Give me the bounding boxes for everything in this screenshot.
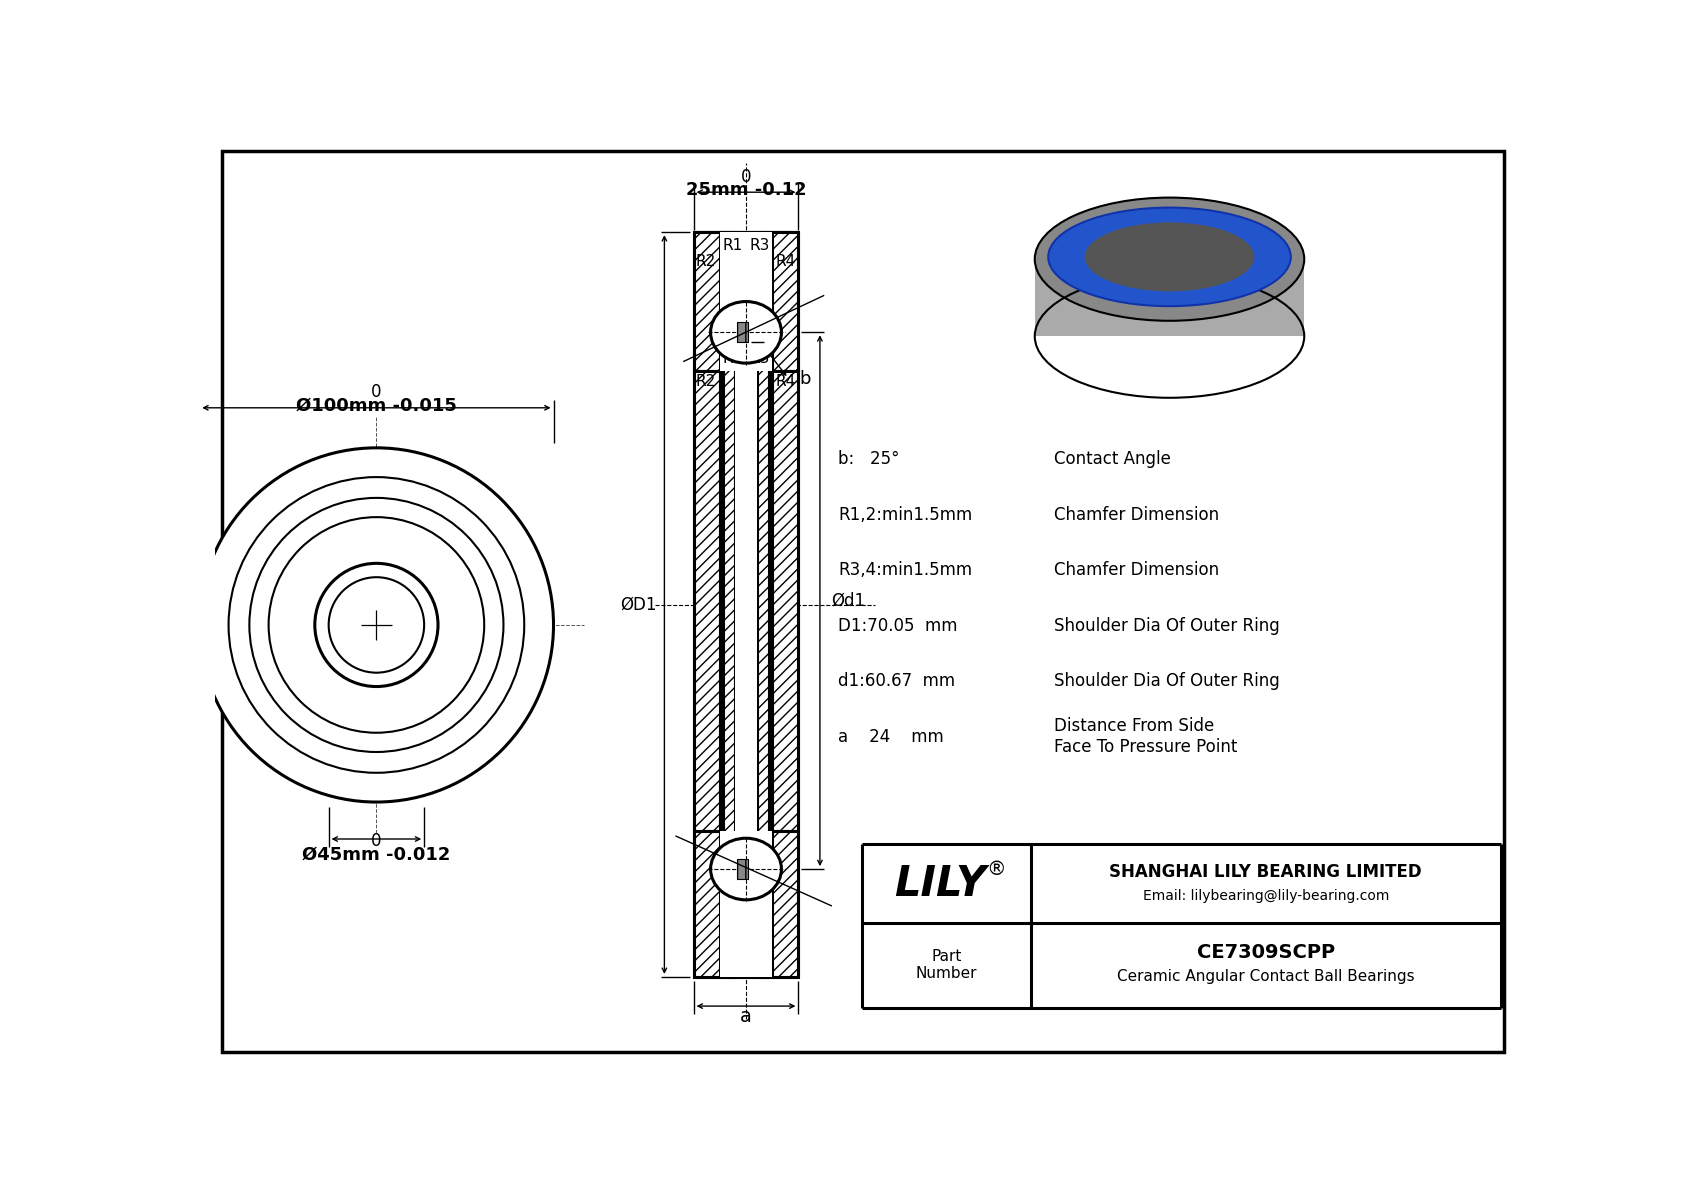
Bar	[738, 323, 748, 342]
Text: R3,4:min1.5mm: R3,4:min1.5mm	[839, 561, 973, 579]
Bar	[738, 859, 748, 879]
Text: b: b	[800, 369, 810, 387]
Ellipse shape	[1034, 198, 1305, 320]
Text: Ød1: Ød1	[832, 592, 866, 610]
Bar	[773, 830, 798, 977]
Text: Chamfer Dimension: Chamfer Dimension	[1054, 506, 1219, 524]
Circle shape	[315, 563, 438, 686]
Text: R3: R3	[749, 238, 770, 254]
Text: a: a	[739, 1008, 753, 1027]
Bar	[719, 830, 773, 977]
Circle shape	[269, 517, 485, 732]
Text: CE7309SCPP: CE7309SCPP	[1197, 943, 1335, 962]
Text: 25mm -0.12: 25mm -0.12	[685, 181, 807, 199]
Text: R2: R2	[695, 254, 716, 269]
Text: 0: 0	[741, 168, 751, 186]
Text: R1,2:min1.5mm: R1,2:min1.5mm	[839, 506, 973, 524]
Circle shape	[328, 578, 424, 673]
Text: a    24    mm: a 24 mm	[839, 728, 945, 746]
Circle shape	[199, 448, 554, 802]
Text: 0: 0	[370, 384, 382, 401]
Text: d1:60.67  mm: d1:60.67 mm	[839, 672, 955, 690]
Circle shape	[229, 478, 524, 773]
Bar	[773, 232, 798, 370]
Bar	[694, 370, 719, 830]
Text: R4: R4	[776, 374, 797, 389]
Ellipse shape	[1047, 207, 1290, 306]
Text: Ceramic Angular Contact Ball Bearings: Ceramic Angular Contact Ball Bearings	[1116, 968, 1415, 984]
Text: Contact Angle: Contact Angle	[1054, 450, 1170, 468]
Text: R4: R4	[776, 254, 797, 269]
Circle shape	[249, 498, 504, 752]
Bar	[756, 232, 770, 977]
Text: Ø45mm -0.012: Ø45mm -0.012	[301, 846, 451, 863]
Text: D1:70.05  mm: D1:70.05 mm	[839, 617, 958, 635]
Text: b:   25°: b: 25°	[839, 450, 899, 468]
Text: SHANGHAI LILY BEARING LIMITED: SHANGHAI LILY BEARING LIMITED	[1110, 863, 1421, 881]
Text: Shoulder Dia Of Outer Ring: Shoulder Dia Of Outer Ring	[1054, 672, 1280, 690]
Text: Distance From Side
Face To Pressure Point: Distance From Side Face To Pressure Poin…	[1054, 717, 1238, 756]
Text: R1: R1	[722, 238, 743, 254]
Ellipse shape	[1084, 223, 1255, 292]
Bar	[694, 830, 719, 977]
Text: Part
Number: Part Number	[916, 949, 977, 981]
Bar	[694, 232, 719, 370]
Text: R2: R2	[695, 374, 716, 389]
Text: ®: ®	[987, 860, 1005, 879]
Text: Shoulder Dia Of Outer Ring: Shoulder Dia Of Outer Ring	[1054, 617, 1280, 635]
Ellipse shape	[711, 838, 781, 900]
Bar	[773, 370, 798, 830]
Ellipse shape	[1088, 223, 1250, 297]
Text: ØD1: ØD1	[620, 596, 657, 613]
Bar	[736, 232, 756, 977]
Ellipse shape	[711, 301, 781, 363]
Bar	[1034, 260, 1305, 336]
Text: Email: lilybearing@lily-bearing.com: Email: lilybearing@lily-bearing.com	[1142, 888, 1389, 903]
Text: R1: R1	[722, 351, 743, 366]
Bar	[722, 232, 736, 977]
Bar	[719, 232, 773, 370]
Text: R3: R3	[749, 351, 770, 366]
Text: Chamfer Dimension: Chamfer Dimension	[1054, 561, 1219, 579]
Text: LILY: LILY	[894, 862, 987, 905]
Text: Ø100mm -0.015: Ø100mm -0.015	[296, 397, 456, 414]
Text: 0: 0	[370, 833, 382, 850]
